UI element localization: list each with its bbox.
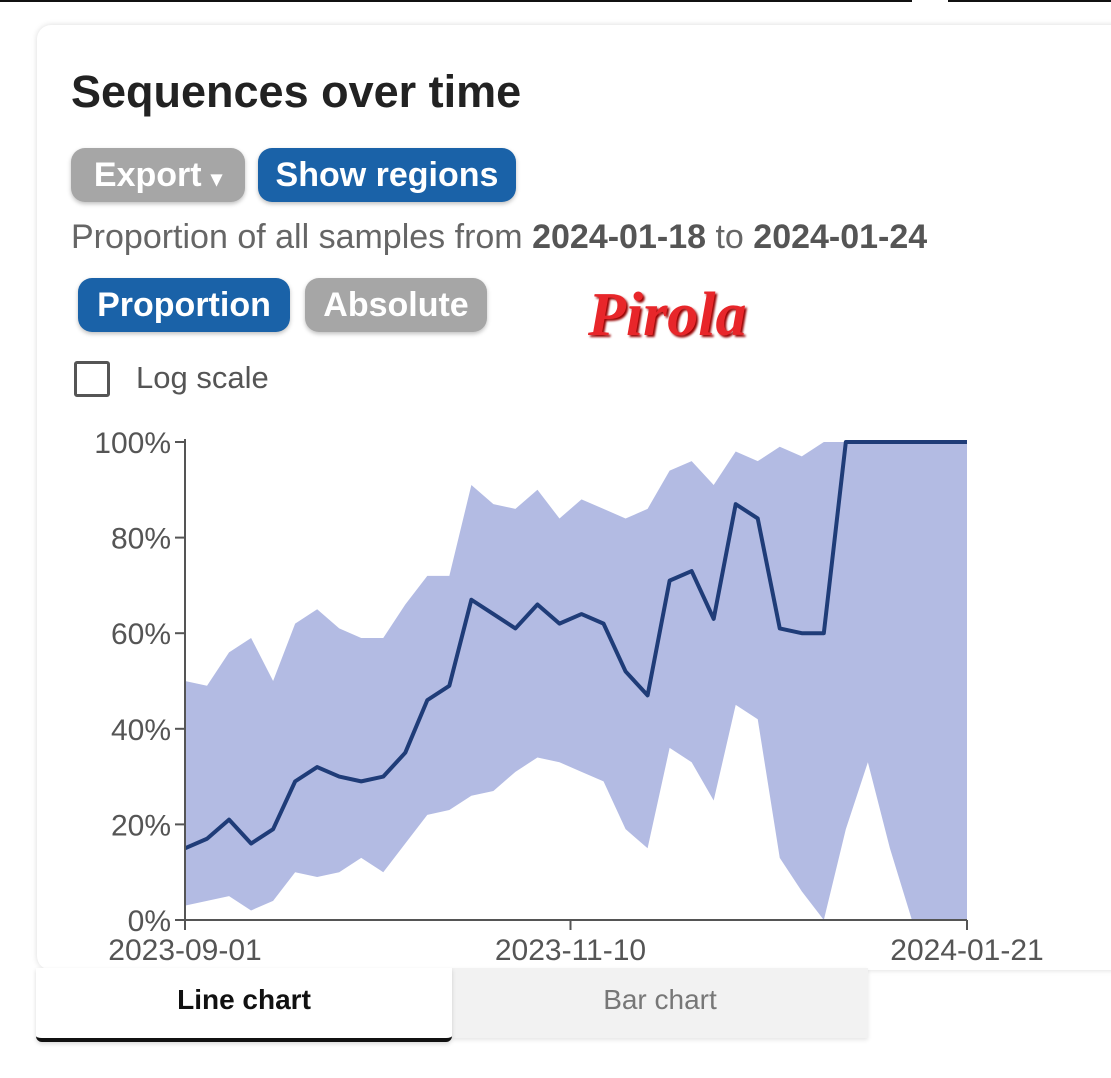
x-tick-label: 2023-11-10	[495, 934, 646, 967]
bar-chart-tab[interactable]: Bar chart	[452, 968, 868, 1038]
line	[184, 440, 967, 851]
show-regions-button[interactable]: Show regions	[258, 148, 516, 202]
log-scale-label: Log scale	[136, 360, 269, 395]
y-tick-label: 0%	[128, 905, 171, 938]
export-button[interactable]: Export ▾	[71, 148, 245, 202]
description: Proportion of all samples from 2024-01-1…	[71, 218, 927, 257]
end-date: 2024-01-24	[753, 218, 928, 256]
line-chart-tab[interactable]: Line chart	[36, 968, 452, 1042]
divider	[948, 0, 1111, 2]
divider	[0, 0, 912, 2]
y-tick-label: 60%	[111, 618, 171, 651]
y-tick-label: 40%	[111, 714, 171, 747]
desc-prefix: Proportion of all samples from	[71, 218, 523, 256]
start-date: 2024-01-18	[532, 218, 707, 256]
y-tick-label: 100%	[94, 427, 171, 460]
x-tick-label: 2024-01-21	[890, 934, 1043, 967]
title: Sequences over time	[71, 66, 522, 117]
annotation: Pirola	[588, 281, 747, 349]
absolute-button[interactable]: Absolute	[305, 278, 487, 332]
confidence-band	[185, 442, 967, 920]
x-tick-label: 2023-09-01	[108, 934, 261, 967]
proportion-button[interactable]: Proportion	[78, 278, 290, 332]
export-label: Export	[93, 156, 202, 194]
y-tick-label: 20%	[111, 809, 171, 842]
y-tick-label: 80%	[111, 523, 171, 556]
desc-middle: to	[715, 218, 744, 256]
log-scale-checkbox[interactable]	[74, 361, 110, 397]
